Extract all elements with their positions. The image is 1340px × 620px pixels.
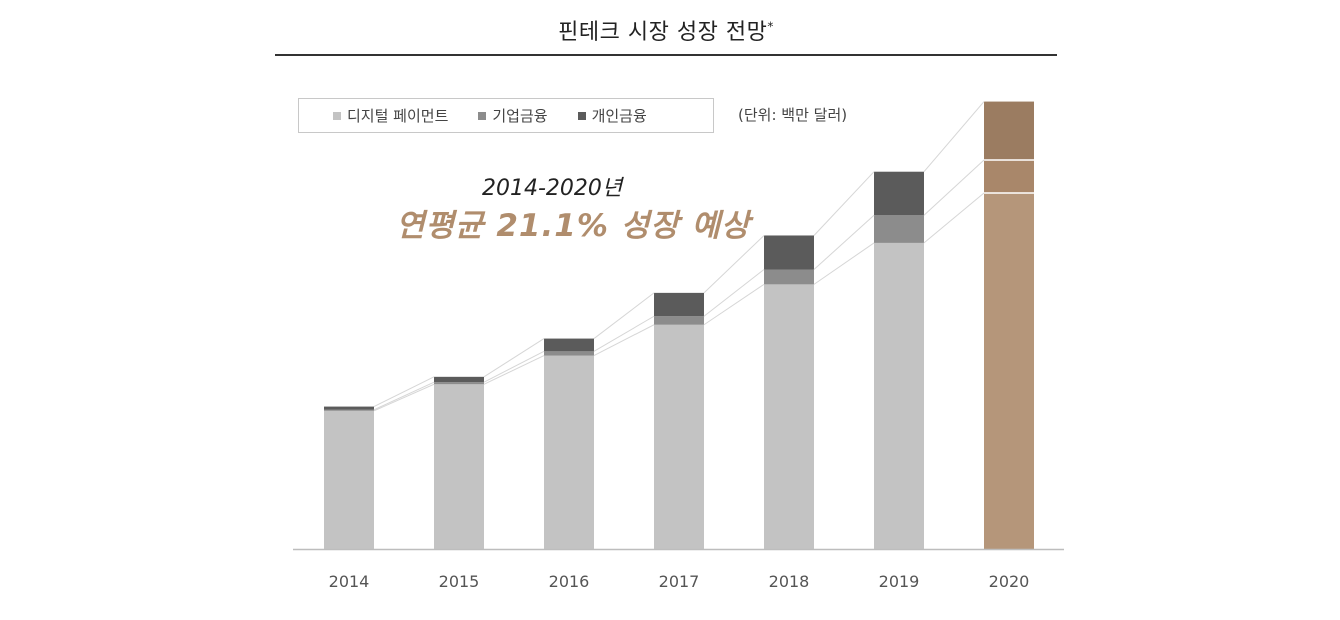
connector-line-personal-finance-4	[813, 171, 875, 236]
legend-swatch-digital-payment	[333, 111, 341, 120]
connector-line-personal-finance-2	[593, 292, 655, 339]
bar-corporate-finance-2020	[984, 160, 1034, 193]
connector-line-digital-payment-5	[923, 192, 985, 244]
bar-corporate-finance-2017	[654, 316, 704, 325]
x-tick-label-2017: 2017	[659, 572, 700, 591]
bar-digital-payment-2020	[984, 192, 1034, 549]
chart-legend: 디지털 페이먼트 기업금융 개인금융	[298, 98, 714, 133]
connector-line-corporate-finance-5	[923, 159, 985, 216]
bar-digital-payment-2019	[874, 242, 924, 550]
bar-corporate-finance-2016	[544, 351, 594, 356]
connector-line-digital-payment-2	[593, 324, 655, 357]
title-divider	[275, 54, 1057, 56]
connector-line-digital-payment-3	[703, 283, 765, 326]
legend-label-corporate-finance: 기업금융	[492, 107, 548, 125]
connector-line-digital-payment-1	[483, 355, 545, 385]
x-tick-label-2019: 2019	[879, 572, 920, 591]
callout-period: 2014-2020년	[482, 176, 623, 201]
bar-corporate-finance-2014	[324, 409, 374, 411]
bar-digital-payment-2018	[764, 284, 814, 549]
x-tick-label-2015: 2015	[439, 572, 480, 591]
bar-digital-payment-2014	[324, 410, 374, 549]
connector-line-digital-payment-0	[373, 383, 435, 412]
x-tick-label-2020: 2020	[989, 572, 1030, 591]
legend-item-personal-finance: 개인금융	[577, 105, 647, 126]
bar-personal-finance-2018	[764, 235, 814, 270]
bar-digital-payment-2015	[434, 384, 484, 549]
x-tick-label-2016: 2016	[549, 572, 590, 591]
legend-item-corporate-finance: 기업금융	[478, 105, 548, 126]
bar-personal-finance-2015	[434, 376, 484, 383]
callout-growth: 연평균 21.1% 성장 예상	[396, 208, 751, 244]
x-tick-label-2018: 2018	[769, 572, 810, 591]
bar-corporate-finance-2019	[874, 215, 924, 243]
bar-digital-payment-2016	[544, 355, 594, 549]
legend-item-digital-payment: 디지털 페이먼트	[333, 105, 448, 126]
chart-title: 핀테크 시장 성장 전망*	[275, 14, 1057, 46]
bar-personal-finance-2017	[654, 292, 704, 317]
connector-line-corporate-finance-1	[483, 350, 545, 383]
connector-line-corporate-finance-4	[813, 214, 875, 270]
chart-title-text: 핀테크 시장 성장 전망	[558, 20, 768, 45]
bar-personal-finance-2019	[874, 171, 924, 216]
bar-corporate-finance-2015	[434, 382, 484, 385]
connector-line-corporate-finance-0	[373, 381, 435, 411]
bar-personal-finance-2014	[324, 406, 374, 410]
connector-line-digital-payment-4	[813, 242, 875, 285]
legend-label-digital-payment: 디지털 페이먼트	[347, 107, 449, 125]
connector-line-corporate-finance-2	[593, 315, 655, 352]
connector-line-personal-finance-3	[703, 235, 765, 294]
bar-personal-finance-2020	[984, 101, 1034, 161]
connector-line-personal-finance-5	[923, 101, 985, 173]
connector-line-personal-finance-0	[373, 376, 435, 408]
unit-label: (단위: 백만 달러)	[738, 106, 848, 124]
bar-corporate-finance-2018	[764, 269, 814, 285]
bar-digital-payment-2017	[654, 324, 704, 549]
x-tick-label-2014: 2014	[329, 572, 370, 591]
bar-personal-finance-2016	[544, 338, 594, 352]
connector-line-corporate-finance-3	[703, 269, 765, 317]
connector-line-personal-finance-1	[483, 338, 545, 378]
legend-swatch-corporate-finance	[478, 111, 487, 120]
legend-swatch-personal-finance	[577, 111, 586, 120]
title-footnote-mark: *	[767, 19, 774, 34]
legend-label-personal-finance: 개인금융	[591, 107, 647, 125]
